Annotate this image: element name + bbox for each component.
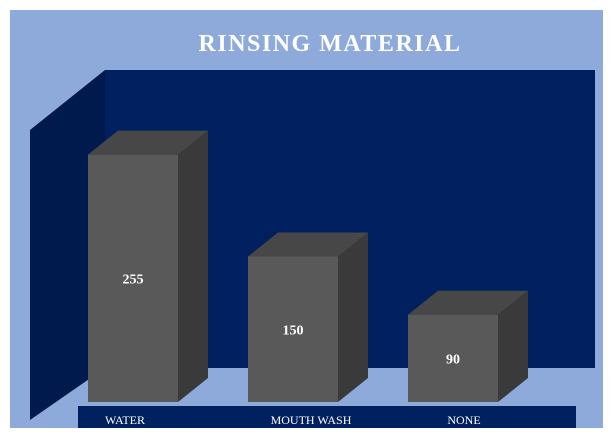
data-label: 255 bbox=[123, 272, 144, 287]
side-wall bbox=[30, 70, 105, 420]
bar-none bbox=[408, 290, 528, 402]
bar-top-face bbox=[408, 290, 528, 315]
bar-side-face bbox=[498, 290, 528, 402]
category-label: WATER bbox=[105, 413, 145, 427]
bar-front-face bbox=[408, 314, 498, 402]
bar-water bbox=[88, 130, 208, 402]
category-axis-band bbox=[78, 406, 576, 428]
bar-top-face bbox=[88, 130, 208, 155]
chart-title: RINSING MATERIAL bbox=[199, 31, 462, 57]
bar-mouth-wash bbox=[248, 232, 368, 402]
bar-front-face bbox=[88, 154, 178, 402]
bar-top-face bbox=[248, 232, 368, 257]
bar-front-face bbox=[248, 256, 338, 402]
category-label: MOUTH WASH bbox=[271, 413, 352, 427]
bar-side-face bbox=[338, 232, 368, 402]
bars-layer bbox=[88, 130, 528, 402]
data-label: 90 bbox=[446, 352, 460, 367]
category-label: NONE bbox=[447, 413, 480, 427]
data-label: 150 bbox=[283, 323, 304, 338]
labels-layer: 255 WATER 150 MOUTH WASH 90 NONE bbox=[105, 272, 481, 427]
bar-side-face bbox=[178, 130, 208, 402]
